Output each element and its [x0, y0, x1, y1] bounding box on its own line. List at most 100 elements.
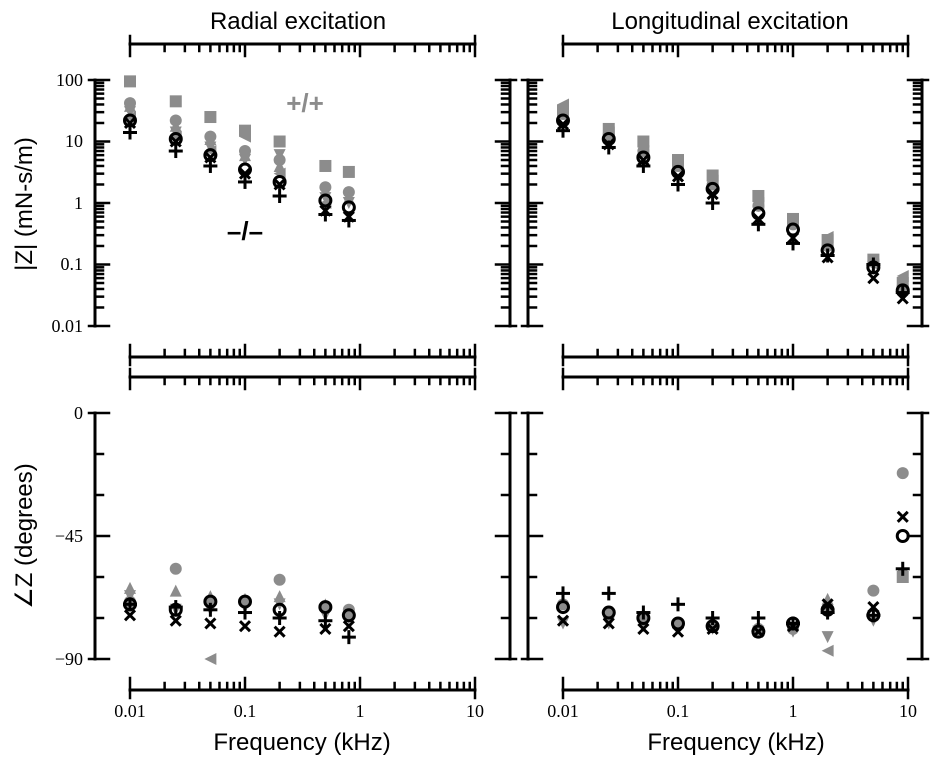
data-point-x-stroke: [238, 620, 252, 633]
data-point-plus: [786, 616, 800, 631]
data-point-open-circle: [272, 174, 287, 189]
x-tick-label: 1: [789, 701, 798, 721]
data-point-x: [706, 622, 719, 635]
data-point-plus: [636, 605, 651, 620]
data-point-plus: [238, 174, 252, 189]
data-point-x: [821, 598, 834, 611]
data-point-open-circle: [341, 608, 356, 623]
data-point-plus: [895, 561, 910, 576]
data-point-plus: [786, 236, 800, 251]
x-tick-label: 10: [466, 701, 484, 721]
data-point-x: [273, 178, 286, 191]
data-point-square: [273, 135, 286, 148]
data-point-open-circle: [895, 529, 910, 543]
data-point-square: [319, 159, 332, 172]
data-point-plus: [123, 597, 137, 612]
data-point-plus: [318, 613, 333, 628]
data-point-triangle-up: [319, 598, 332, 611]
y-tick-label: 1: [74, 193, 83, 213]
data-point-open-circle: [318, 193, 333, 208]
data-point-x: [238, 620, 252, 633]
data-point-square: [124, 75, 136, 88]
data-point-triangle-down: [124, 590, 136, 603]
data-point-x: [752, 625, 765, 638]
data-point-open-circle: [601, 605, 616, 620]
radial-x-axis-label: Frequency (kHz): [213, 729, 390, 756]
x-tick-label: 0.01: [114, 701, 146, 721]
data-point-plus: [168, 600, 183, 615]
data-point-triangle-down: [124, 106, 136, 119]
data-point-plus: [751, 217, 766, 232]
data-point-x: [123, 116, 137, 130]
data-point-triangle-up: [273, 159, 286, 172]
data-point-plus: [123, 125, 137, 140]
data-point-open-circle: [556, 600, 570, 615]
longitudinal-panel-title: Longitudinal excitation: [611, 8, 849, 35]
data-point-open-circle: [786, 222, 800, 237]
y-tick-label: −90: [55, 649, 83, 669]
y-tick-label: 0.1: [61, 254, 84, 274]
data-point-circle: [273, 573, 286, 586]
data-point-x: [342, 620, 355, 633]
data-point-triangle-left: [204, 653, 217, 665]
data-point-open-circle: [318, 600, 333, 615]
data-point-x: [637, 622, 650, 635]
data-point-x: [671, 625, 685, 638]
data-point-triangle-up: [169, 584, 182, 597]
data-point-x-stroke: [342, 620, 355, 633]
data-point-circle: [896, 467, 909, 480]
y-tick-label: 100: [56, 70, 83, 90]
data-point-x-stroke: [706, 622, 719, 635]
data-point-x: [319, 622, 332, 635]
data-point-x-stroke: [319, 622, 332, 635]
data-point-x-stroke: [123, 609, 137, 622]
data-point-x-stroke: [896, 510, 909, 523]
data-point-square: [342, 165, 355, 178]
data-point-square: [204, 111, 217, 124]
data-point-triangle-down: [342, 612, 355, 624]
data-point-plus: [341, 213, 356, 228]
data-point-plus: [866, 257, 881, 272]
data-point-x: [602, 617, 615, 630]
data-point-x: [896, 510, 909, 523]
data-point-triangle-left: [821, 644, 834, 657]
data-point-x-stroke: [752, 625, 765, 638]
data-point-plus: [601, 140, 616, 155]
data-point-x-stroke: [637, 622, 650, 635]
data-point-plus: [705, 611, 720, 625]
data-point-plus: [341, 630, 356, 645]
data-point-plus: [820, 248, 835, 263]
data-point-x: [706, 187, 719, 201]
data-point-x-stroke: [273, 178, 286, 191]
data-point-x-stroke: [556, 614, 570, 627]
data-point-x: [169, 135, 182, 148]
y-tick-label: 10: [65, 131, 83, 151]
data-point-plus: [751, 611, 766, 625]
data-point-x-stroke: [238, 167, 252, 180]
data-point-x-stroke: [273, 625, 286, 638]
data-point-plus: [556, 586, 570, 601]
x-tick-label: 0.1: [234, 701, 257, 721]
data-point-plus: [601, 586, 616, 601]
data-point-square: [896, 571, 909, 583]
data-point-x: [556, 614, 570, 627]
radial-panel-title: Radial excitation: [210, 8, 386, 35]
data-point-plus: [203, 158, 218, 173]
data-point-plus: [895, 285, 910, 300]
data-point-x-stroke: [123, 116, 137, 130]
data-point-x-stroke: [867, 272, 880, 285]
data-point-open-circle: [671, 616, 685, 631]
data-point-x: [273, 625, 286, 638]
data-point-x: [169, 614, 182, 627]
data-point-open-circle: [341, 200, 356, 215]
data-point-plus: [272, 188, 287, 203]
data-point-square: [637, 135, 650, 148]
data-point-x-stroke: [169, 135, 182, 148]
x-tick-label: 0.1: [667, 701, 690, 721]
x-tick-label: 1: [356, 701, 365, 721]
data-point-x-stroke: [602, 617, 615, 630]
x-tick-label: 0.01: [547, 701, 579, 721]
data-point-x: [867, 601, 880, 614]
data-point-plus: [636, 158, 651, 173]
